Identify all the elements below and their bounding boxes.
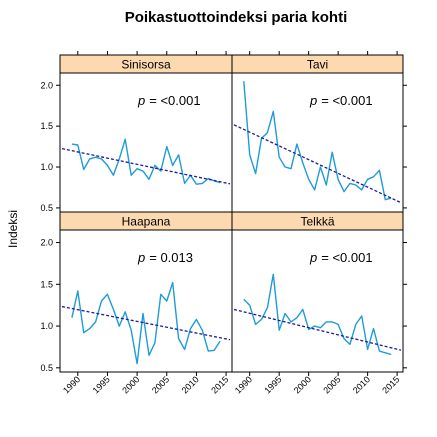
y-tick-label: 1.0 (40, 162, 53, 172)
series-line (243, 81, 392, 201)
y-tick-label: 2.0 (40, 238, 53, 248)
p-value: = <0.001 (321, 250, 372, 265)
trend-line (61, 305, 231, 341)
p-value: = 0.013 (149, 250, 193, 265)
plot-area: Sinisorsa p = <0.001 0.5 1.0 1.5 2.0 Tavi p = <0.… (40, 51, 407, 396)
x-tick-label: 2010 (180, 374, 201, 395)
x-tick-label: 1995 (91, 374, 112, 395)
x-tick-label: 2000 (120, 374, 141, 395)
panel-frame (231, 229, 404, 373)
x-tick-label: 1990 (233, 374, 254, 395)
panel-4: Telkkä p = <0.001 1990 1995 2000 2005 2010 2015 (231, 211, 407, 396)
panel-3: Haapana p = 0.013 1990 1995 2000 2005 2010 2015 0… (40, 211, 233, 396)
x-tick-label: 2010 (351, 374, 372, 395)
p-symbol: p (309, 93, 317, 108)
panel-1: Sinisorsa p = <0.001 0.5 1.0 1.5 2.0 (40, 51, 233, 213)
y-tick-label: 0.5 (40, 203, 53, 213)
y-tick-label: 1.5 (40, 121, 53, 131)
x-tick-label: 2005 (321, 374, 342, 395)
chart-title: Poikastuottoindeksi paria kohti (125, 9, 348, 26)
y-tick-label: 1.5 (40, 279, 53, 289)
panel-frame (59, 72, 233, 213)
x-tick-label: 2015 (380, 374, 401, 395)
trend-line (233, 124, 402, 204)
trend-line (61, 147, 231, 185)
series-line (243, 273, 392, 356)
p-value: = <0.001 (321, 93, 372, 108)
panel-frame (59, 229, 233, 373)
p-symbol: p (137, 93, 145, 108)
panel-strip-label: Haapana (122, 215, 171, 229)
p-value-label: p = <0.001 (137, 93, 201, 108)
series-line (71, 138, 221, 185)
p-symbol: p (137, 250, 145, 265)
p-value: = <0.001 (149, 93, 200, 108)
trend-line (233, 308, 402, 351)
x-tick-label: 2015 (209, 374, 230, 395)
y-tick-label: 1.0 (40, 321, 53, 331)
x-tick-label: 2000 (292, 374, 313, 395)
x-tick-label: 1990 (61, 374, 82, 395)
panel-strip-label: Tavi (307, 58, 328, 72)
series-line (71, 281, 221, 365)
y-tick-label: 2.0 (40, 80, 53, 90)
panel-strip-label: Telkkä (300, 215, 334, 229)
p-value-label: p = <0.001 (309, 93, 373, 108)
y-tick-label: 0.5 (40, 363, 53, 373)
p-value-label: p = 0.013 (137, 250, 193, 265)
p-value-label: p = <0.001 (309, 250, 373, 265)
panel-strip-label: Sinisorsa (121, 58, 171, 72)
y-axis-label: Indeksi (6, 210, 20, 248)
x-tick-label: 2005 (150, 374, 171, 395)
panel-2: Tavi p = <0.001 (231, 51, 407, 213)
x-tick-label: 1995 (262, 374, 283, 395)
p-symbol: p (309, 250, 317, 265)
